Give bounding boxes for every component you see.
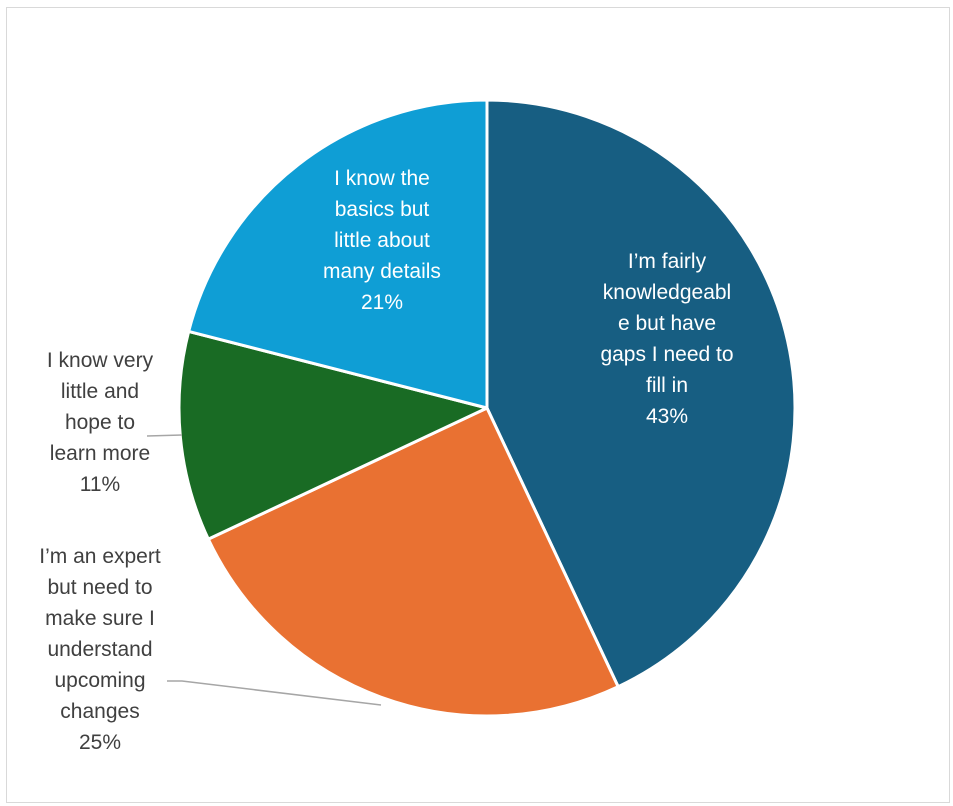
- slice-label-know-basics: I know the basics but little about many …: [292, 163, 472, 318]
- chart-area: I’m fairly knowledgeabl e but have gaps …: [6, 7, 950, 803]
- slice-percent-43: 43%: [645, 405, 689, 428]
- slice-know-very-little: [177, 329, 489, 541]
- slice-percent-21: 21%: [360, 291, 404, 314]
- slice-percent-11: 11%: [79, 473, 121, 496]
- slice-label-fairly-knowledgeable: I’m fairly knowledgeabl e but have gaps …: [567, 246, 767, 432]
- slice-label-know-very-little: I know very little and hope to learn mor…: [15, 345, 185, 500]
- slice-expert: [206, 406, 620, 718]
- leader-line-know-very-little: [146, 434, 183, 437]
- slice-know-basics: [187, 98, 489, 410]
- pie-chart: [146, 98, 797, 718]
- slice-percent-25: 25%: [78, 731, 122, 754]
- slice-fairly-knowledgeable: [485, 98, 797, 689]
- slice-label-expert: I’m an expert but need to make sure I un…: [15, 541, 185, 758]
- leader-line-expert: [167, 680, 382, 706]
